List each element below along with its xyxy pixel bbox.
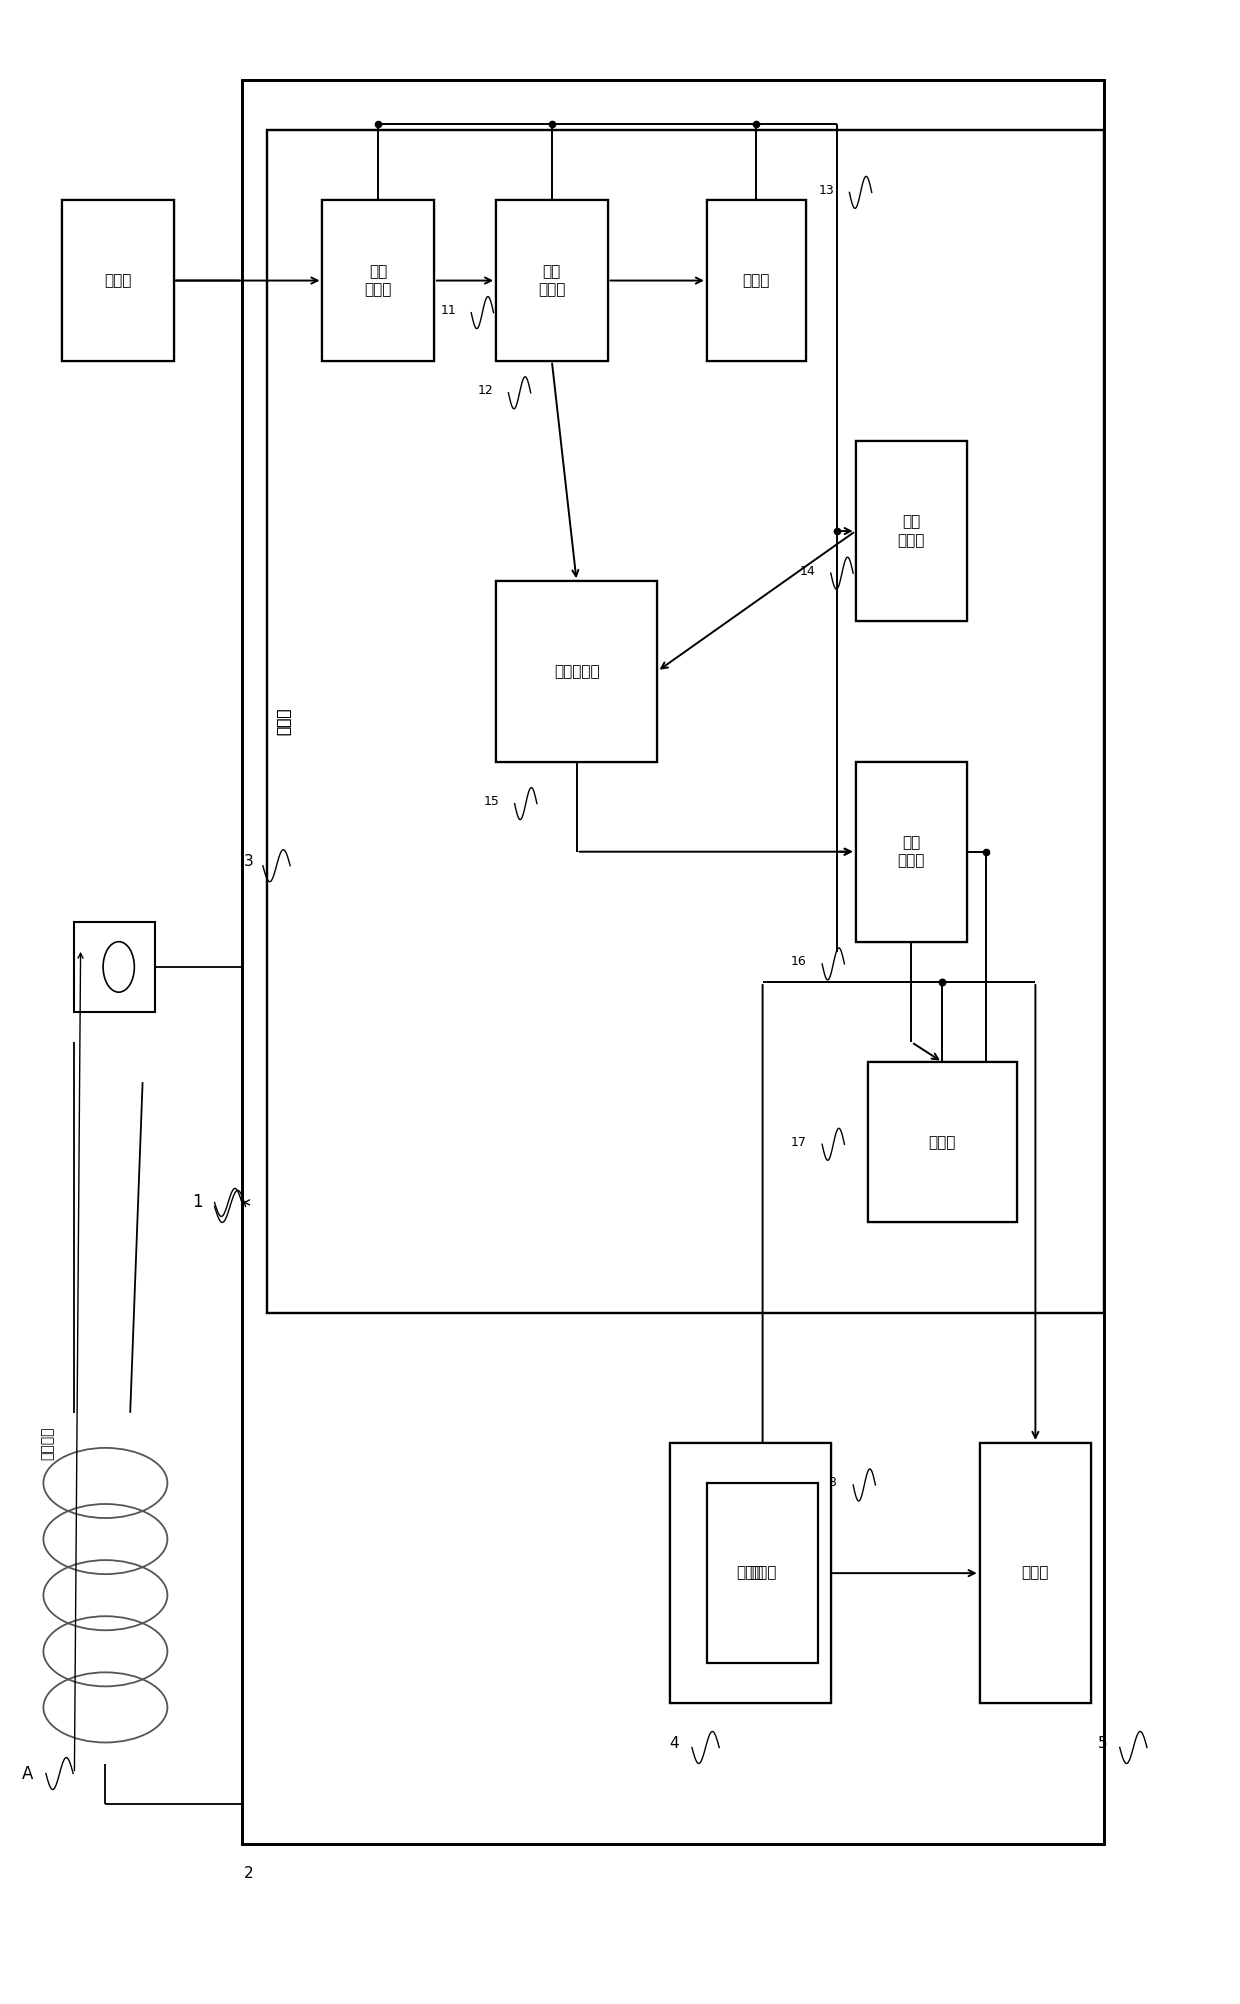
Text: 第一
补充部: 第一 补充部 (538, 265, 565, 297)
Text: 判定部: 判定部 (737, 1565, 764, 1581)
FancyBboxPatch shape (856, 762, 967, 942)
FancyBboxPatch shape (856, 441, 967, 621)
Text: 检测部: 检测部 (929, 1134, 956, 1150)
FancyBboxPatch shape (868, 1062, 1017, 1222)
Text: 第二
生成部: 第二 生成部 (898, 515, 925, 547)
FancyBboxPatch shape (856, 441, 967, 621)
Text: 5: 5 (1097, 1735, 1107, 1751)
FancyBboxPatch shape (868, 1062, 1017, 1222)
Text: 显示部: 显示部 (1022, 1565, 1049, 1581)
Text: 运算部: 运算部 (277, 707, 291, 735)
Text: 第二
生成部: 第二 生成部 (898, 515, 925, 547)
Text: 12: 12 (477, 385, 494, 397)
Text: 3: 3 (244, 854, 254, 870)
Text: 16: 16 (791, 956, 807, 968)
Text: 计算部: 计算部 (749, 1565, 776, 1581)
Text: 第一
生成部: 第一 生成部 (365, 265, 392, 297)
Text: 第三
生成部: 第三 生成部 (898, 836, 925, 868)
FancyBboxPatch shape (322, 200, 434, 361)
Text: 17: 17 (791, 1136, 807, 1148)
FancyBboxPatch shape (496, 581, 657, 762)
FancyBboxPatch shape (707, 200, 806, 361)
Text: 2: 2 (244, 1866, 254, 1882)
Text: 11: 11 (440, 305, 456, 317)
Text: 第一
生成部: 第一 生成部 (365, 265, 392, 297)
Text: 获取部: 获取部 (104, 273, 131, 289)
Text: 13: 13 (818, 184, 835, 196)
Text: 显示部: 显示部 (1022, 1565, 1049, 1581)
FancyBboxPatch shape (980, 1443, 1091, 1703)
FancyBboxPatch shape (496, 200, 608, 361)
FancyBboxPatch shape (707, 200, 806, 361)
Text: 心脏导管: 心脏导管 (40, 1427, 55, 1459)
FancyBboxPatch shape (707, 1483, 818, 1663)
Text: 获取部: 获取部 (104, 273, 131, 289)
Text: 第二补充部: 第二补充部 (554, 663, 599, 679)
Text: 4: 4 (670, 1735, 680, 1751)
FancyBboxPatch shape (980, 1443, 1091, 1703)
Text: 第二补充部: 第二补充部 (554, 663, 599, 679)
FancyBboxPatch shape (322, 200, 434, 361)
Text: 计算部: 计算部 (749, 1565, 776, 1581)
Text: 第一
补充部: 第一 补充部 (538, 265, 565, 297)
Text: A: A (21, 1766, 33, 1782)
Text: 判定部: 判定部 (737, 1565, 764, 1581)
Text: 15: 15 (484, 796, 500, 808)
FancyBboxPatch shape (62, 200, 174, 361)
Text: 18: 18 (822, 1477, 838, 1489)
Text: 运算部: 运算部 (277, 707, 291, 735)
FancyBboxPatch shape (670, 1443, 831, 1703)
FancyBboxPatch shape (496, 200, 608, 361)
FancyBboxPatch shape (496, 581, 657, 762)
Text: 第三
生成部: 第三 生成部 (898, 836, 925, 868)
Text: 校正部: 校正部 (743, 273, 770, 289)
FancyBboxPatch shape (856, 762, 967, 942)
Text: 检测部: 检测部 (929, 1134, 956, 1150)
FancyBboxPatch shape (707, 1483, 818, 1663)
Text: 1: 1 (192, 1194, 203, 1210)
Text: 14: 14 (800, 565, 816, 577)
FancyBboxPatch shape (670, 1443, 831, 1703)
Text: 校正部: 校正部 (743, 273, 770, 289)
FancyBboxPatch shape (62, 200, 174, 361)
FancyBboxPatch shape (74, 922, 155, 1012)
